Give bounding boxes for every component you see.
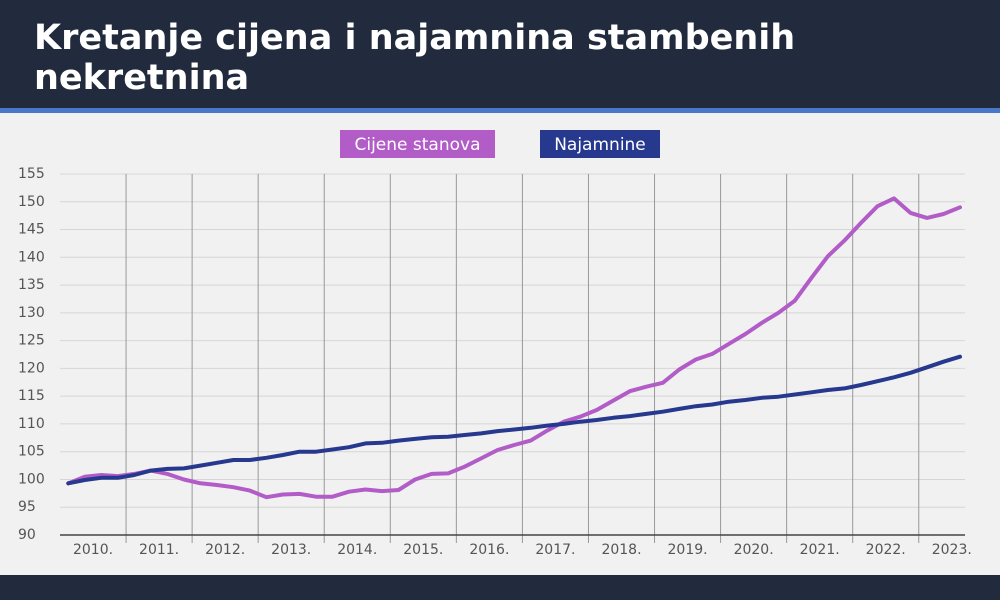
x-tick-label: 2018. — [601, 542, 641, 558]
y-tick-label: 110 — [18, 416, 45, 432]
y-tick-label: 135 — [18, 277, 45, 293]
series-line — [66, 354, 962, 486]
x-tick-label: 2013. — [271, 542, 311, 558]
x-tick-label: 2020. — [734, 542, 774, 558]
x-tick-label: 2012. — [205, 542, 245, 558]
y-tick-label: 125 — [18, 333, 45, 349]
legend-swatch — [540, 130, 660, 158]
legend-label: Najamnine — [554, 135, 646, 155]
y-tick-label: 145 — [18, 222, 45, 238]
x-tick-label: 2021. — [800, 542, 840, 558]
y-tick-label: 105 — [18, 444, 45, 460]
series-line — [66, 196, 962, 500]
chart-title: Kretanje cijena i najamnina stambenih ne… — [34, 18, 796, 98]
y-tick-label: 115 — [18, 388, 45, 404]
x-tick-label: 2016. — [469, 542, 509, 558]
y-tick-label: 140 — [18, 249, 45, 265]
y-tick-label: 150 — [18, 194, 45, 210]
y-tick-label: 130 — [18, 305, 45, 321]
x-tick-label: 2017. — [535, 542, 575, 558]
x-tick-label: 2011. — [139, 542, 179, 558]
legend-label: Cijene stanova — [354, 135, 480, 155]
x-tick-label: 2019. — [668, 542, 708, 558]
x-tick-label: 2015. — [403, 542, 443, 558]
y-tick-label: 95 — [18, 499, 36, 515]
y-tick-label: 100 — [18, 471, 45, 487]
legend-swatch — [340, 130, 495, 158]
header: Kretanje cijena i najamnina stambenih ne… — [0, 0, 1000, 113]
x-tick-label: 2014. — [337, 542, 377, 558]
x-tick-label: 2010. — [73, 542, 113, 558]
y-tick-label: 120 — [18, 360, 45, 376]
y-tick-label: 90 — [18, 527, 36, 543]
x-tick-label: 2023. — [932, 542, 972, 558]
footer — [0, 575, 1000, 600]
y-tick-label: 155 — [18, 166, 45, 182]
x-tick-label: 2022. — [866, 542, 906, 558]
